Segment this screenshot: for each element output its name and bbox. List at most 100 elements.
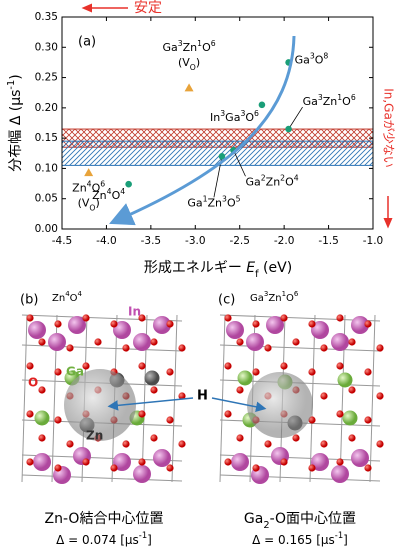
atom-o [280,314,288,322]
atom-o [166,464,174,472]
atom-o [236,338,244,346]
trend-arrow [109,35,296,226]
y-tick-label: 0.10 [35,162,58,174]
atom-o [178,392,186,400]
atom-o [166,416,174,424]
atom-o [66,440,74,448]
point-label: In3Ga3O6 [210,108,259,124]
bond [219,344,381,352]
point-label: Ga3O8 [295,51,329,67]
atom-in [226,321,244,339]
h-site [247,372,313,438]
x-tick-label: -1.5 [318,235,339,247]
atom-in [133,465,151,483]
right-annotation: In,Gaが少ない [382,88,397,229]
x-tick-label: -1.0 [363,235,384,247]
atom-o [308,368,316,376]
atom-label-in: In [128,305,141,319]
atom-o [336,314,344,322]
atom-in [68,316,86,334]
atom-o [320,392,328,400]
panel-label: (a) [78,35,96,50]
bond [309,314,316,483]
atom-o [308,464,316,472]
atom-o [166,368,174,376]
atom-o [292,434,300,442]
atom-o [110,464,118,472]
delta-b: Δ = 0.074 [μs-1] [56,530,152,547]
atom-o [264,440,272,448]
atom-o [236,386,244,394]
atom-in [331,333,349,351]
point [84,168,94,177]
y-tick-label: 0.15 [35,132,58,144]
y-tick-label: 0.00 [35,223,58,235]
bond [21,314,28,483]
atom-o [26,362,34,370]
atom-label-h: H [197,389,208,404]
atom-o [54,464,62,472]
atom-in [311,321,329,339]
atom-o [292,338,300,346]
atom-ga [34,410,50,426]
atom-in [153,316,171,334]
atom-o [348,338,356,346]
y-tick-label: 0.30 [35,41,58,53]
atom-o [138,314,146,322]
y-tick-label: 0.25 [35,72,58,84]
atom-o [122,440,130,448]
plot: -4.5 -4.0 -3.5 -3.0 -2.5 -2.0 -1.5 -1.0 0.00 0.05… [35,11,384,247]
atom-o [376,440,384,448]
atom-o [348,434,356,442]
formula-c: Ga3Zn1O6 [250,290,299,304]
atom-in [231,453,249,471]
crystal [21,314,186,484]
atom-o [138,458,146,466]
atom-o [364,464,372,472]
annotation-fewer: In,Gaが少ない [382,88,397,168]
atom-o [336,410,344,418]
bond [369,314,376,483]
panel-label-b: (b) [20,293,38,308]
atom-o [376,344,384,352]
atom-o [236,434,244,442]
atom-in [351,316,369,334]
atom-zn [144,370,160,386]
point-label: Zn4O6 [72,179,105,195]
delta-c: Δ = 0.165 [μs-1] [252,530,348,547]
atom-o [178,440,186,448]
x-tick-label: -2.0 [274,235,295,247]
atom-o [320,440,328,448]
atom-in [113,321,131,339]
atom-o [166,320,174,328]
bond [21,474,183,482]
atom-o [224,458,232,466]
x-tick-label: -3.5 [141,235,162,247]
atom-o [150,386,158,394]
point-label: Ga3Zn1O6 [162,38,215,54]
point [258,101,266,109]
formula-b: Zn4O4 [52,290,83,304]
atom-ga [337,372,353,388]
h-arrow [107,397,194,411]
atom-o [280,362,288,370]
atom-o [66,344,74,352]
point-label: Ga1Zn3O5 [187,194,240,210]
atom-o [122,344,130,352]
point-label: Ga3Zn1O6 [303,93,356,109]
point-sublabel: (VO) [78,197,100,213]
atom-ga [342,410,358,426]
atom-in [48,333,66,351]
atom-in [33,453,51,471]
point-label: Ga2Zn2O4 [245,173,298,189]
atom-o [348,386,356,394]
atom-in [153,449,171,467]
atom-o [224,410,232,418]
atom-label-zn: Zn [86,429,103,443]
atom-o [38,338,46,346]
atom-o [364,368,372,376]
caption-c: Ga2-O面中心位置 [244,511,356,531]
point [184,83,194,92]
